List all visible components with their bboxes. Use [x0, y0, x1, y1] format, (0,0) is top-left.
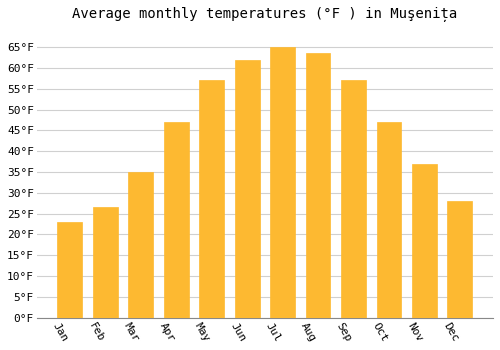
Title: Average monthly temperatures (°F ) in Muşenița: Average monthly temperatures (°F ) in Mu… [72, 7, 458, 22]
Bar [270, 47, 295, 318]
Bar [306, 53, 330, 318]
Bar [164, 122, 188, 318]
Bar [58, 222, 82, 318]
Bar [412, 164, 437, 318]
Bar [376, 122, 402, 318]
Bar [128, 172, 153, 318]
Bar [200, 80, 224, 318]
Bar [93, 208, 118, 318]
Bar [235, 60, 260, 318]
Bar [448, 201, 472, 318]
Bar [341, 80, 366, 318]
